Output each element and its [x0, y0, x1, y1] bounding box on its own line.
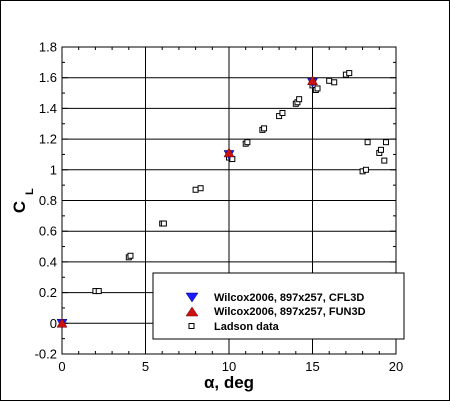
y-tick-label: 0.4: [39, 254, 57, 269]
x-axis-title-text: , deg: [214, 373, 254, 392]
legend-marker-square-open: [188, 323, 195, 329]
y-tick-label: 1: [50, 162, 57, 177]
ladson-data-point: [197, 185, 204, 192]
tick-labels: 0 5 10 15 20-0.200.20.40.60.811.21.41.61.8: [35, 40, 404, 375]
ladson-data-point: [362, 166, 369, 173]
y-tick-label: 1.2: [39, 132, 57, 147]
ladson-data-point: [127, 252, 134, 259]
ladson-data-point: [160, 220, 167, 227]
x-tick-label: 20: [389, 359, 403, 374]
grid-lines: [62, 47, 396, 354]
fun3d-data-point: [56, 317, 68, 328]
ladson-data-point: [377, 146, 384, 153]
ladson-data-point: [229, 156, 236, 163]
y-tick-label: 0.8: [39, 193, 57, 208]
ladson-data-point: [276, 113, 283, 120]
x-axis-title: α, deg: [204, 373, 254, 392]
ladson-data-point: [314, 85, 321, 92]
x-tick-label: 5: [142, 359, 149, 374]
legend-box: [152, 272, 405, 340]
legend-item-ladson: Ladson data: [188, 321, 280, 333]
y-tick-label: 1.4: [39, 101, 57, 116]
ladson-data-point: [382, 139, 389, 146]
legend-item-cfl3d: Wilcox2006, 897x257, CFL3D: [185, 292, 364, 304]
y-tick-label: 1.6: [39, 70, 57, 85]
y-tick-label: 0.6: [39, 224, 57, 239]
legend-label-ladson: Ladson data: [214, 321, 280, 333]
ladson-data-point: [364, 139, 371, 146]
y-tick-label: 0.2: [39, 285, 57, 300]
x-tick-label: 15: [305, 359, 319, 374]
ladson-data-point: [95, 288, 102, 295]
ladson-data-point: [346, 70, 353, 77]
ladson-data-point: [279, 110, 286, 117]
ladson-data-point: [326, 77, 333, 84]
data-markers: [56, 70, 389, 329]
y-axis-title: C L: [10, 188, 36, 213]
ladson-data-point: [296, 96, 303, 103]
fun3d-data-point: [223, 147, 235, 158]
legend: Wilcox2006, 897x257, CFL3D Wilcox2006, 8…: [152, 272, 405, 340]
x-tick-label: 10: [222, 359, 236, 374]
y-tick-label: 0: [50, 316, 57, 331]
fun3d-data-point: [307, 75, 318, 86]
ladson-data-point: [192, 186, 199, 193]
y-tick-label: -0.2: [35, 347, 57, 362]
y-axis-title-subscript: L: [24, 188, 36, 195]
legend-marker-triangle-up: [185, 306, 199, 317]
y-axis-title-main: C: [10, 201, 29, 213]
y-tick-label: 1.8: [39, 40, 57, 55]
legend-item-fun3d: Wilcox2006, 897x257, FUN3D: [185, 306, 366, 318]
x-axis-symbol: α: [204, 373, 215, 392]
legend-marker-triangle-down: [185, 292, 199, 303]
x-tick-label: 0: [58, 359, 65, 374]
legend-label-cfl3d: Wilcox2006, 897x257, CFL3D: [214, 292, 364, 304]
legend-label-fun3d: Wilcox2006, 897x257, FUN3D: [214, 306, 366, 318]
ladson-data-point: [261, 125, 268, 132]
ladson-data-point: [244, 139, 251, 146]
ladson-data-point: [381, 157, 388, 164]
ladson-data-point: [331, 79, 338, 86]
